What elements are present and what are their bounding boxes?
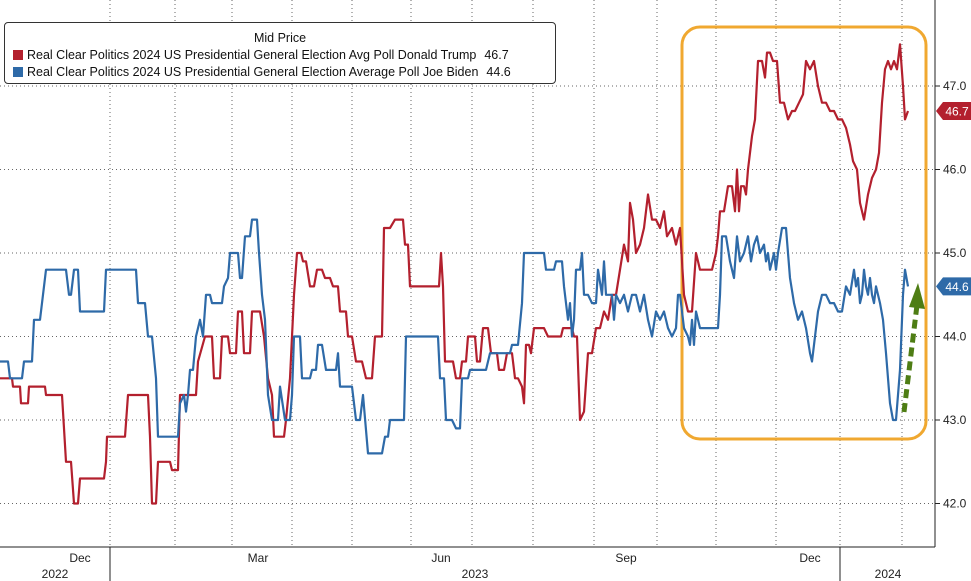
- biden-last-value-tag: [936, 277, 971, 296]
- x-year-label: 2022: [42, 567, 69, 581]
- biden-swatch: [13, 67, 23, 77]
- trump-series-line: [0, 43, 910, 505]
- highlight-box: [680, 25, 928, 441]
- trump-last-value-label: 46.7: [945, 105, 969, 119]
- y-tick-label: 42.0: [943, 497, 967, 511]
- x-month-label: Mar: [248, 551, 269, 565]
- x-month-label: Dec: [799, 551, 820, 565]
- y-tick-label: 43.0: [943, 413, 967, 427]
- legend-item-biden: Real Clear Politics 2024 US Presidential…: [13, 65, 511, 79]
- biden-last-value-label: 44.6: [945, 280, 969, 294]
- legend-label-trump: Real Clear Politics 2024 US Presidential…: [27, 48, 477, 62]
- trump-last-value-tag: [936, 102, 971, 121]
- trend-arrow-shaft: [901, 304, 920, 413]
- trend-arrow-head: [909, 283, 925, 309]
- x-year-label: 2023: [462, 567, 489, 581]
- legend-title: Mid Price: [253, 31, 307, 45]
- biden-series-line: [0, 218, 910, 455]
- legend-label-biden: Real Clear Politics 2024 US Presidential…: [27, 65, 479, 79]
- x-month-label: Sep: [615, 551, 637, 565]
- legend: Mid Price Real Clear Politics 2024 US Pr…: [4, 22, 556, 84]
- trump-swatch: [13, 50, 23, 60]
- y-tick-label: 47.0: [943, 79, 967, 93]
- x-month-label: Dec: [69, 551, 90, 565]
- legend-value-biden: 44.6: [486, 65, 511, 79]
- legend-value-trump: 46.7: [484, 48, 509, 62]
- legend-item-trump: Real Clear Politics 2024 US Presidential…: [13, 48, 509, 62]
- y-tick-label: 46.0: [943, 163, 967, 177]
- y-tick-label: 44.0: [943, 330, 967, 344]
- x-month-label: Jun: [431, 551, 450, 565]
- y-tick-label: 45.0: [943, 246, 967, 260]
- x-year-label: 2024: [875, 567, 902, 581]
